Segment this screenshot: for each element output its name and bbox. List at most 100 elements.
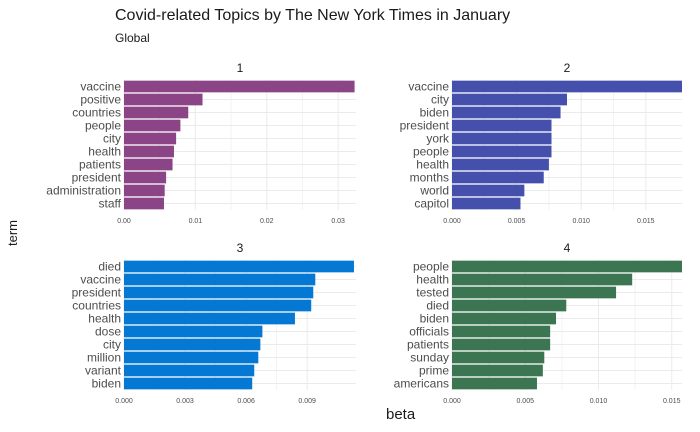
bar-biden — [452, 106, 561, 119]
x-axis-label: beta — [386, 406, 416, 423]
tick-label-x: 0.015 — [663, 398, 681, 405]
tick-label-x: 0.005 — [508, 218, 526, 225]
bar-york — [452, 132, 552, 145]
bar-countries — [124, 106, 189, 119]
tick-label-y: president — [400, 119, 450, 133]
tick-label-y: americans — [394, 377, 449, 391]
bar-vaccine — [124, 80, 355, 93]
tick-label-y: city — [103, 338, 121, 352]
tick-label-y: dose — [95, 325, 121, 339]
bar-countries — [124, 299, 312, 312]
bar-city — [124, 338, 261, 351]
bar-biden — [124, 377, 253, 390]
chart-title: Covid-related Topics by The New York Tim… — [115, 7, 511, 24]
bar-people — [124, 119, 181, 132]
tick-label-y: health — [88, 145, 121, 159]
tick-label-y: president — [72, 286, 122, 300]
bar-biden — [452, 312, 557, 325]
tick-label-x: 0.010 — [590, 398, 608, 405]
bar-world — [452, 184, 525, 197]
bar-administration — [124, 184, 165, 197]
tick-label-y: vaccine — [80, 80, 121, 94]
bar-health — [452, 158, 549, 171]
tick-label-y: tested — [416, 286, 449, 300]
tick-label-y: president — [72, 171, 122, 185]
tick-label-x: 0.02 — [260, 218, 274, 225]
bar-president — [452, 119, 552, 132]
chart-subtitle: Global — [115, 31, 150, 45]
tick-label-y: patients — [79, 158, 121, 172]
bar-vaccine — [452, 80, 682, 93]
tick-label-y: york — [426, 132, 450, 146]
tick-label-y: health — [88, 312, 121, 326]
tick-label-y: patients — [407, 338, 449, 352]
tick-label-y: world — [419, 184, 449, 198]
bar-people — [452, 145, 552, 158]
bar-positive — [124, 93, 203, 106]
tick-label-x: 0.000 — [443, 218, 461, 225]
tick-label-y: died — [98, 260, 121, 274]
tick-label-y: positive — [80, 93, 121, 107]
bar-city — [452, 93, 567, 106]
bar-vaccine — [124, 273, 316, 286]
bar-died — [124, 260, 354, 273]
bar-patients — [452, 338, 551, 351]
tick-label-x: 0.000 — [443, 398, 461, 405]
bar-health — [452, 273, 633, 286]
tick-label-y: biden — [420, 312, 449, 326]
tick-label-x: 0.01 — [189, 218, 203, 225]
facet-label-1: 1 — [237, 61, 244, 75]
tick-label-y: administration — [46, 184, 121, 198]
tick-label-x: 0.015 — [637, 218, 655, 225]
tick-label-y: people — [413, 260, 449, 274]
bar-patients — [124, 158, 173, 171]
tick-label-y: officials — [409, 325, 449, 339]
facet-label-2: 2 — [564, 61, 571, 75]
tick-label-y: prime — [419, 364, 449, 378]
bar-dose — [124, 325, 263, 338]
tick-label-y: staff — [99, 197, 122, 211]
tick-label-y: countries — [72, 299, 121, 313]
tick-label-y: sunday — [410, 351, 449, 365]
tick-label-x: 0.000 — [115, 398, 133, 405]
facet-label-3: 3 — [237, 241, 244, 255]
tick-label-y: months — [410, 171, 449, 185]
tick-label-y: health — [416, 273, 449, 287]
tick-label-y: city — [431, 93, 449, 107]
tick-label-y: vaccine — [80, 273, 121, 287]
tick-label-y: capitol — [414, 197, 449, 211]
bar-months — [452, 171, 544, 184]
tick-label-x: 0.003 — [176, 398, 194, 405]
tick-label-y: health — [416, 158, 449, 172]
bar-officials — [452, 325, 551, 338]
bar-staff — [124, 197, 164, 210]
tick-label-x: 0.009 — [298, 398, 316, 405]
tick-label-y: biden — [92, 377, 121, 391]
tick-label-y: million — [87, 351, 121, 365]
bar-health — [124, 145, 174, 158]
bar-city — [124, 132, 177, 145]
tick-label-y: variant — [85, 364, 122, 378]
bar-tested — [452, 286, 617, 299]
bar-capitol — [452, 197, 521, 210]
bar-people — [452, 260, 682, 273]
tick-label-x: 0.006 — [237, 398, 255, 405]
tick-label-y: biden — [420, 106, 449, 120]
tick-label-x: 0.03 — [331, 218, 345, 225]
tick-label-y: died — [426, 299, 449, 313]
bar-died — [452, 299, 567, 312]
bar-prime — [452, 364, 543, 377]
bar-americans — [452, 377, 537, 390]
tick-label-x: 0.010 — [572, 218, 590, 225]
tick-label-x: 0.00 — [117, 218, 131, 225]
bar-million — [124, 351, 259, 364]
bar-president — [124, 286, 314, 299]
tick-label-y: city — [103, 132, 121, 146]
bar-sunday — [452, 351, 545, 364]
facet-label-4: 4 — [564, 241, 571, 255]
bar-health — [124, 312, 295, 325]
tick-label-y: countries — [72, 106, 121, 120]
bar-variant — [124, 364, 255, 377]
bar-president — [124, 171, 167, 184]
